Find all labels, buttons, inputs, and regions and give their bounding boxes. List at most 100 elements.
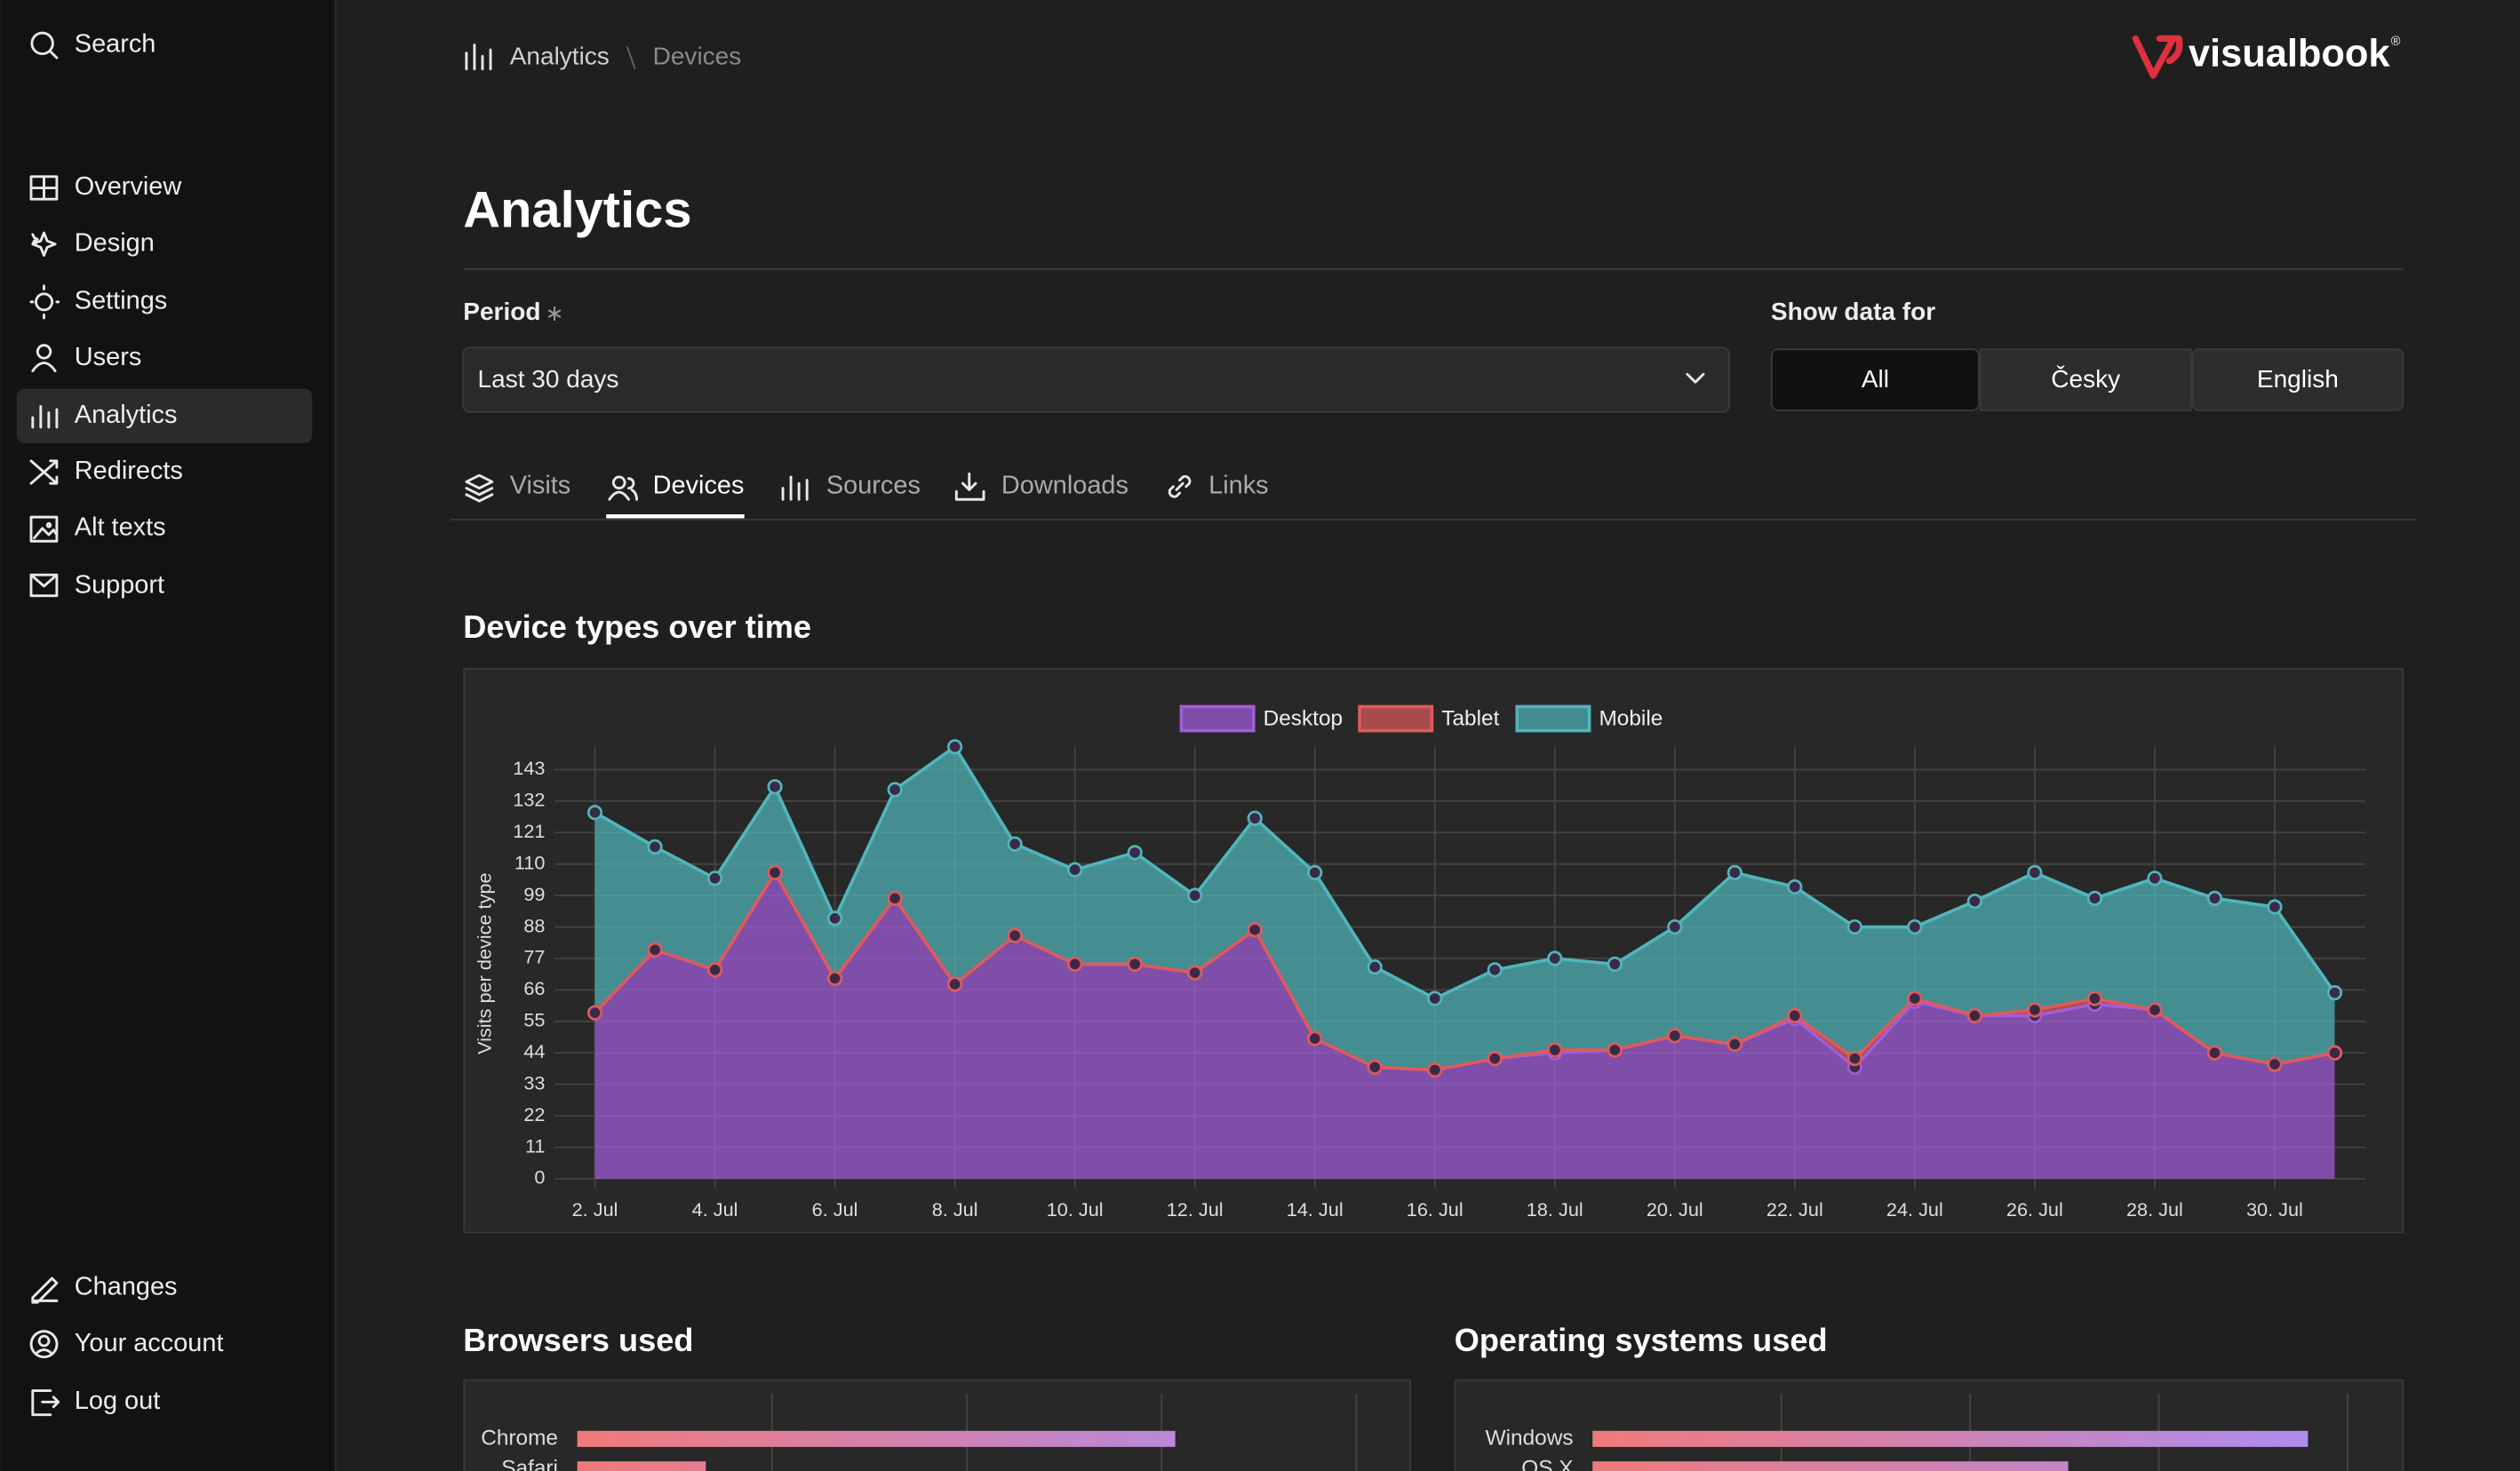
nav-icon xyxy=(31,231,57,257)
legend-swatch[interactable] xyxy=(1515,704,1591,733)
bar xyxy=(577,1461,706,1471)
nav-icon xyxy=(31,344,57,373)
data-point xyxy=(887,890,903,906)
y-tick-label: 121 xyxy=(513,820,545,842)
bar xyxy=(577,1430,1176,1447)
bar xyxy=(1592,1430,2309,1447)
y-tick-label: Chrome xyxy=(481,1426,558,1450)
data-point xyxy=(1547,1042,1563,1058)
x-tick-label: 28. Jul xyxy=(2126,1198,2183,1221)
breadcrumb-icon xyxy=(465,44,492,71)
data-point xyxy=(2027,864,2043,880)
data-point xyxy=(1907,990,1923,1006)
x-tick-label: 4. Jul xyxy=(692,1198,738,1221)
y-tick-label: Safari xyxy=(501,1457,558,1471)
nav-icon xyxy=(31,1389,60,1417)
nav-icon xyxy=(31,404,59,429)
data-point xyxy=(1727,864,1742,880)
y-axis-title: Visits per device type xyxy=(473,872,495,1054)
nav-item[interactable]: Alt texts xyxy=(75,513,166,541)
tab[interactable]: Downloads xyxy=(1001,471,1128,499)
nav-icon xyxy=(29,459,59,485)
data-point xyxy=(887,782,903,798)
data-point xyxy=(586,805,603,821)
nav-item[interactable]: Analytics xyxy=(75,401,178,429)
search[interactable]: Search xyxy=(75,29,156,58)
data-point xyxy=(1127,845,1143,861)
nav-item[interactable]: Users xyxy=(75,343,141,371)
data-point xyxy=(1907,918,1923,935)
legend-label[interactable]: Desktop xyxy=(1264,706,1343,730)
data-point xyxy=(1727,1037,1742,1053)
y-tick-label: 55 xyxy=(523,1009,545,1031)
data-point xyxy=(767,779,783,795)
x-tick-label: 20. Jul xyxy=(1647,1198,1703,1221)
nav-item[interactable]: Changes xyxy=(75,1273,178,1301)
data-point xyxy=(647,942,663,958)
logo[interactable]: visualbook xyxy=(2189,33,2390,76)
page-title: Analytics xyxy=(463,182,691,239)
data-point xyxy=(1607,1042,1623,1058)
sidebar xyxy=(0,0,335,1471)
y-tick-label: 143 xyxy=(513,757,545,779)
data-point xyxy=(1607,956,1623,973)
segmented-control: All Česky English xyxy=(1770,348,2404,411)
tab[interactable]: Visits xyxy=(510,471,571,499)
data-point xyxy=(1367,959,1383,975)
legend-swatch[interactable] xyxy=(1358,704,1434,733)
series-line xyxy=(594,744,2336,1001)
x-tick-label: 8. Jul xyxy=(932,1198,978,1221)
data-point xyxy=(1247,810,1263,826)
y-tick-label: 110 xyxy=(514,851,546,873)
x-tick-label: 24. Jul xyxy=(1886,1198,1943,1221)
show-data-label: Show data for xyxy=(1771,298,1935,325)
x-tick-label: 2. Jul xyxy=(572,1198,618,1221)
nav-item[interactable]: Your account xyxy=(75,1329,224,1357)
nav-item[interactable]: Log out xyxy=(75,1387,160,1415)
y-tick-label: 99 xyxy=(523,883,545,905)
data-point xyxy=(1966,893,1982,910)
tab[interactable]: Devices xyxy=(653,471,745,499)
nav-item[interactable]: Design xyxy=(75,228,155,257)
bar xyxy=(1592,1461,2069,1471)
legend-label[interactable]: Mobile xyxy=(1599,706,1663,730)
chart-panel xyxy=(463,1379,1411,1471)
x-tick-label: 16. Jul xyxy=(1407,1198,1463,1221)
nav-item[interactable]: Settings xyxy=(75,287,167,315)
nav-icon xyxy=(29,515,59,543)
data-point xyxy=(2147,1002,2163,1018)
tab-icon xyxy=(781,475,809,501)
nav-item[interactable]: Redirects xyxy=(75,457,183,485)
data-point xyxy=(1127,956,1143,973)
data-point xyxy=(2086,890,2102,906)
segment[interactable] xyxy=(1770,348,1980,411)
nav-item[interactable]: Support xyxy=(75,571,164,600)
data-point xyxy=(2326,1045,2343,1061)
data-point xyxy=(586,1005,603,1021)
segment[interactable] xyxy=(1979,348,2192,411)
period-value: Last 30 days xyxy=(478,365,619,393)
legend-swatch[interactable] xyxy=(1179,704,1256,733)
active-nav-bg xyxy=(16,388,313,443)
x-tick-label: 12. Jul xyxy=(1167,1198,1224,1221)
data-point xyxy=(647,839,663,855)
data-point xyxy=(1787,879,1803,895)
nav-item[interactable]: Overview xyxy=(75,172,182,201)
tab[interactable]: Links xyxy=(1208,471,1268,499)
legend-label[interactable]: Tablet xyxy=(1441,706,1499,730)
nav-icon xyxy=(29,573,59,598)
y-tick-label: 132 xyxy=(513,789,545,811)
x-tick-label: 26. Jul xyxy=(2006,1198,2063,1221)
search-icon xyxy=(30,31,59,60)
period-select[interactable] xyxy=(462,346,1730,413)
tab[interactable]: Sources xyxy=(826,471,921,499)
segment[interactable] xyxy=(2191,348,2404,411)
breadcrumb-link[interactable]: Analytics xyxy=(510,42,610,69)
data-point xyxy=(1067,956,1083,973)
tab-icon xyxy=(1168,474,1192,498)
tab-icon xyxy=(954,472,985,501)
data-point xyxy=(947,976,963,992)
y-tick-label: 77 xyxy=(523,946,545,968)
data-point xyxy=(706,962,723,978)
